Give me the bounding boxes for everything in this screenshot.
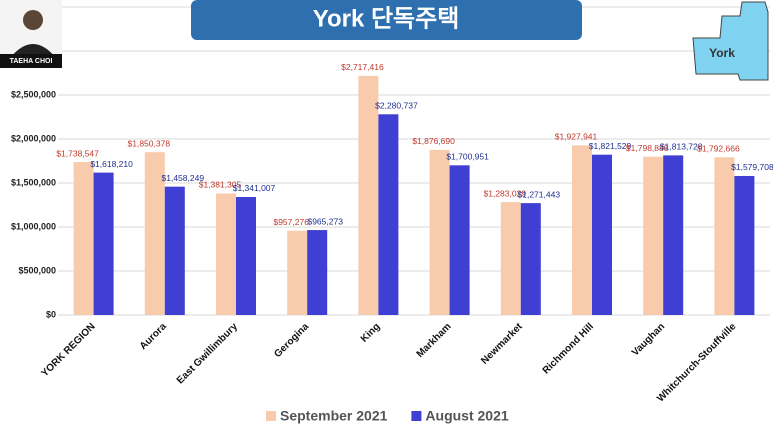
chart-title: York 단독주택 bbox=[313, 5, 460, 32]
bar bbox=[572, 145, 592, 315]
x-tick-label: YORK REGION bbox=[40, 321, 98, 379]
value-label: $1,381,305 bbox=[199, 180, 242, 190]
y-tick-label: $1,500,000 bbox=[11, 177, 56, 187]
legend-swatch bbox=[266, 411, 276, 421]
profile-photo: TAEHA CHOI bbox=[0, 0, 62, 68]
x-tick-label: Aurora bbox=[138, 321, 169, 352]
title-banner bbox=[191, 0, 582, 40]
x-tick-label: Whitchurch-Stouffville bbox=[655, 321, 739, 405]
plot-layer: YORK REGION $1,738,547$1,618,210 Aurora $1,… bbox=[40, 62, 773, 404]
bar bbox=[216, 193, 236, 315]
bar bbox=[592, 154, 612, 315]
bar bbox=[287, 230, 308, 315]
bar bbox=[643, 156, 664, 315]
x-tick-label: Gerogina bbox=[272, 321, 311, 360]
y-tick-label: $2,500,000 bbox=[11, 89, 56, 99]
region-map: York bbox=[692, 1, 769, 81]
bar bbox=[663, 155, 684, 315]
y-tick-label: $0 bbox=[46, 309, 56, 319]
y-tick-label: $500,000 bbox=[18, 265, 56, 275]
bar bbox=[144, 152, 165, 315]
bar bbox=[520, 203, 541, 315]
map-label: York bbox=[709, 46, 735, 60]
bar bbox=[500, 202, 521, 315]
value-label: $1,738,547 bbox=[56, 148, 99, 158]
value-label: $965,273 bbox=[307, 216, 343, 226]
legend-label: August 2021 bbox=[425, 408, 508, 424]
x-tick-label: Markham bbox=[415, 321, 454, 360]
legend-swatch bbox=[411, 411, 422, 421]
y-tick-label: $1,000,000 bbox=[11, 221, 56, 231]
value-label: $1,618,210 bbox=[90, 159, 133, 169]
x-tick-label: Richmond Hill bbox=[541, 321, 596, 376]
value-label: $957,276 bbox=[273, 217, 309, 227]
bar bbox=[429, 149, 450, 315]
legend: September 2021 August 2021 bbox=[266, 408, 509, 424]
bar bbox=[714, 157, 735, 315]
value-label: $1,579,708 bbox=[731, 162, 773, 172]
x-tick-label: East Gwillimbury bbox=[175, 321, 240, 386]
value-label: $1,341,007 bbox=[233, 183, 276, 193]
value-label: $1,821,529 bbox=[589, 141, 632, 151]
photo-caption: TAEHA CHOI bbox=[10, 58, 53, 65]
bar bbox=[378, 114, 399, 316]
bar bbox=[236, 196, 256, 315]
bar bbox=[734, 175, 755, 315]
legend-label: September 2021 bbox=[280, 408, 388, 424]
bar bbox=[449, 165, 470, 315]
value-label: $1,792,666 bbox=[697, 143, 740, 153]
value-label: $1,798,888 bbox=[626, 143, 669, 153]
value-label: $1,876,690 bbox=[412, 136, 455, 146]
value-label: $1,271,443 bbox=[518, 189, 561, 199]
value-label: $1,283,029 bbox=[484, 188, 527, 198]
value-label: $1,700,951 bbox=[446, 152, 489, 162]
value-label: $2,717,416 bbox=[341, 62, 384, 72]
bar bbox=[307, 230, 328, 315]
x-tick-label: King bbox=[359, 321, 382, 344]
value-label: $1,850,378 bbox=[128, 138, 171, 148]
bar bbox=[358, 75, 379, 315]
bar bbox=[164, 186, 185, 315]
bar bbox=[73, 162, 94, 315]
bar bbox=[93, 172, 114, 315]
value-label: $2,280,737 bbox=[375, 101, 418, 111]
value-label: $1,813,728 bbox=[660, 142, 703, 152]
value-label: $1,458,249 bbox=[162, 173, 205, 183]
value-label: $1,927,941 bbox=[555, 132, 598, 142]
y-tick-label: $2,000,000 bbox=[11, 133, 56, 143]
x-tick-label: Vaughan bbox=[630, 321, 667, 358]
x-tick-label: Newmarket bbox=[479, 321, 525, 367]
